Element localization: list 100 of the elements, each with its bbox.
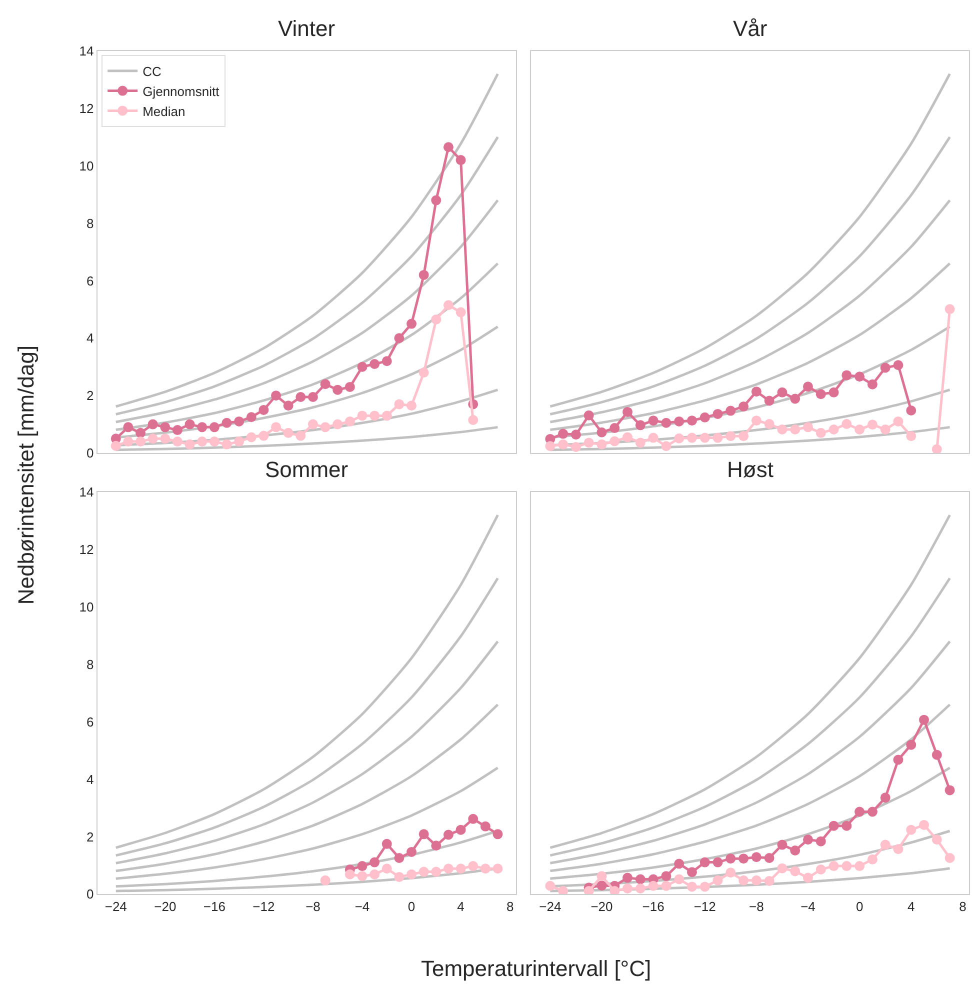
point — [777, 387, 788, 398]
point — [382, 356, 392, 366]
point — [906, 824, 916, 835]
point — [394, 399, 404, 410]
x-tick-label: 4 — [457, 898, 464, 914]
point — [622, 883, 633, 894]
point — [443, 830, 454, 840]
point — [648, 880, 658, 891]
point — [584, 438, 594, 448]
point — [558, 439, 568, 450]
point — [828, 387, 839, 398]
point — [880, 792, 890, 803]
point — [418, 866, 429, 877]
point — [148, 419, 158, 430]
y-tick-label: 6 — [86, 714, 94, 730]
point — [867, 420, 878, 430]
point — [919, 714, 930, 725]
point — [816, 836, 826, 846]
x-tick-label: −8 — [306, 898, 320, 914]
point — [222, 418, 232, 428]
point — [468, 415, 478, 425]
point — [854, 806, 865, 817]
point — [258, 430, 269, 441]
point — [123, 436, 134, 447]
point — [596, 871, 607, 882]
x-tick-label: −4 — [354, 898, 370, 914]
point — [712, 408, 723, 419]
point — [700, 882, 710, 892]
line-series — [114, 703, 499, 872]
y-tick-label: 2 — [86, 388, 94, 404]
point — [893, 360, 904, 370]
point — [431, 866, 442, 877]
point — [932, 834, 942, 845]
point — [418, 368, 429, 378]
point — [258, 404, 269, 415]
point — [406, 846, 417, 857]
point — [283, 400, 294, 411]
point — [344, 869, 355, 880]
point — [406, 869, 417, 880]
x-tick-label: −8 — [749, 898, 764, 914]
point — [406, 318, 417, 329]
point — [635, 874, 646, 884]
point — [570, 442, 581, 452]
y-tick-label: 14 — [79, 484, 94, 500]
point — [700, 432, 710, 443]
point — [842, 419, 852, 430]
point — [674, 874, 684, 884]
legend-label: CC — [142, 64, 162, 79]
point — [382, 838, 392, 849]
point — [944, 304, 955, 314]
y-tick-label: 12 — [79, 100, 94, 116]
line-series — [114, 766, 499, 880]
x-tick-label: −20 — [590, 898, 613, 914]
point — [394, 333, 404, 344]
point — [828, 820, 839, 831]
point — [370, 857, 380, 868]
point — [816, 864, 826, 874]
point — [726, 854, 736, 864]
point — [686, 416, 697, 426]
chart-title: Høst — [727, 457, 774, 482]
point — [456, 824, 466, 835]
point — [661, 418, 672, 428]
point — [854, 424, 865, 434]
point — [726, 431, 736, 442]
point — [209, 422, 220, 432]
point — [332, 419, 343, 430]
point — [867, 806, 878, 817]
point — [854, 372, 865, 382]
point — [357, 362, 368, 372]
point — [394, 872, 404, 882]
line-series — [114, 640, 499, 864]
line-series — [114, 262, 499, 432]
point — [596, 880, 607, 891]
line-series — [114, 199, 499, 424]
point — [648, 432, 658, 443]
y-tick-label: 12 — [79, 542, 94, 558]
point — [712, 857, 723, 868]
point — [246, 412, 256, 422]
point — [764, 419, 774, 430]
point — [234, 416, 244, 426]
point — [726, 406, 736, 416]
point — [394, 852, 404, 863]
x-tick-label: −12 — [252, 898, 275, 914]
point — [209, 436, 220, 447]
point — [738, 402, 749, 412]
y-tick-label: 0 — [86, 446, 94, 461]
y-tick-label: 10 — [79, 600, 94, 615]
point — [136, 436, 146, 447]
point — [468, 814, 478, 824]
point — [906, 740, 916, 750]
point — [802, 382, 813, 392]
point — [123, 422, 134, 432]
point — [661, 871, 672, 882]
point — [622, 872, 633, 883]
point — [790, 394, 800, 404]
point — [296, 392, 306, 402]
point — [110, 440, 121, 451]
point — [726, 868, 736, 878]
point — [296, 430, 306, 441]
x-tick-label: −24 — [104, 898, 127, 914]
